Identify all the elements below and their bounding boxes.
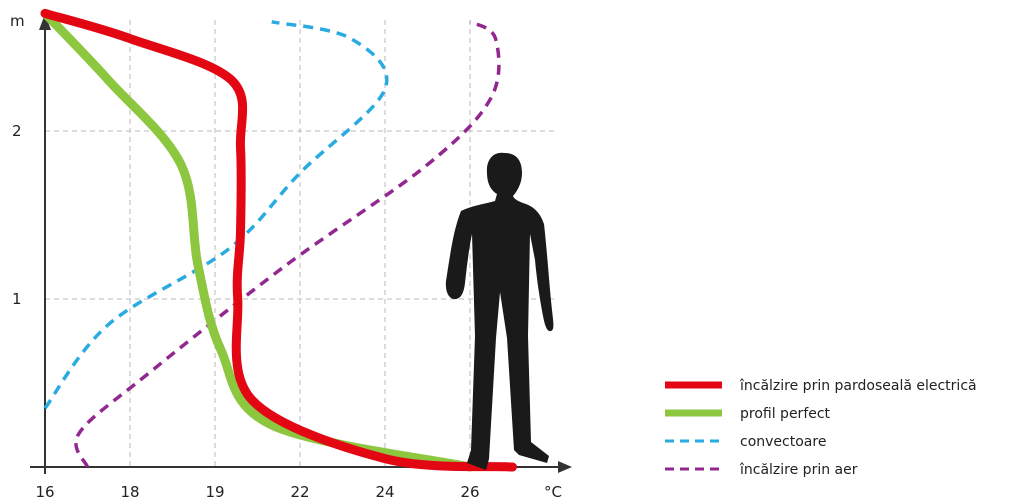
y-tick-label: 2 (12, 122, 22, 140)
x-tick-label: 22 (290, 483, 309, 501)
x-tick-label: 19 (205, 483, 224, 501)
series-layer (40, 8, 517, 472)
y-axis-unit-label: m (10, 12, 25, 30)
x-tick-label: 18 (120, 483, 139, 501)
x-tick-label: 24 (375, 483, 394, 501)
series-line-perfect (40, 8, 475, 472)
person-silhouette-illustration (445, 152, 554, 470)
legend-label-convectors: convectoare (740, 434, 826, 450)
y-axis-arrow (39, 14, 51, 30)
person-silhouette (445, 152, 554, 470)
x-tick-label: 26 (460, 483, 479, 501)
series-line-electric-floor (40, 8, 517, 472)
legend-label-air: încălzire prin aer (739, 462, 858, 478)
legend-label-electric-floor: încălzire prin pardoseală electrică (739, 378, 977, 394)
grid-layer (45, 20, 555, 467)
x-axis-arrow (558, 461, 572, 473)
x-axis-unit-label: °C (544, 483, 562, 501)
tick-layer: 16 18 19 22 24 26 1 2 (12, 122, 480, 501)
legend: încălzire prin pardoseală electrică profi… (665, 378, 977, 478)
series-line-air (74, 20, 501, 468)
y-tick-label: 1 (12, 290, 22, 308)
series-line-convectors (43, 20, 389, 410)
x-tick-label: 16 (35, 483, 54, 501)
legend-label-perfect: profil perfect (740, 406, 831, 422)
